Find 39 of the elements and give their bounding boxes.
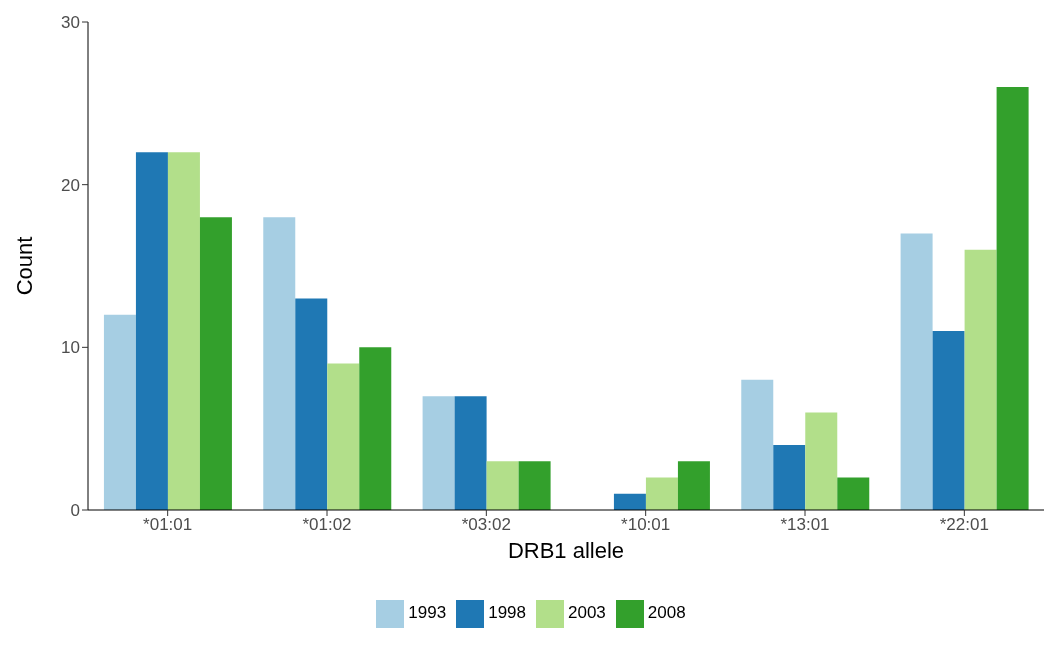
bar [295, 298, 328, 510]
bar [613, 493, 646, 510]
bar [837, 477, 870, 510]
x-axis-title: DRB1 allele [507, 538, 625, 563]
bar [486, 461, 519, 510]
x-tick-label: *22:01 [939, 515, 989, 535]
bar [327, 363, 360, 510]
bar [422, 396, 455, 510]
bar [103, 314, 136, 510]
y-tick-label: 30 [61, 13, 80, 33]
bar [359, 347, 392, 510]
legend-label: 1993 [408, 603, 447, 623]
bar [677, 461, 710, 510]
bar [932, 331, 965, 510]
bar [135, 152, 168, 510]
bar [518, 461, 551, 510]
x-tick-label: *13:01 [780, 515, 830, 535]
bar [996, 87, 1029, 510]
bar [773, 444, 806, 510]
x-tick-label: *10:01 [621, 515, 671, 535]
x-tick-label: *01:01 [143, 515, 193, 535]
bar [263, 217, 296, 510]
bar [645, 477, 678, 510]
x-tick-label: *03:02 [461, 515, 511, 535]
x-tick-label: *01:02 [302, 515, 352, 535]
bar [741, 379, 774, 510]
bar [199, 217, 232, 510]
y-tick-label: 10 [61, 338, 80, 358]
bar [900, 233, 933, 510]
y-axis-title: Count [11, 236, 37, 296]
legend-label: 1998 [488, 603, 526, 623]
bar [805, 412, 838, 510]
y-tick-label: 20 [61, 175, 80, 195]
bar [964, 249, 997, 510]
legend-label: 2003 [568, 603, 606, 623]
legend-label: 2008 [647, 603, 686, 623]
bar [454, 396, 487, 510]
y-tick-label: 0 [70, 501, 80, 521]
bar [167, 152, 200, 510]
